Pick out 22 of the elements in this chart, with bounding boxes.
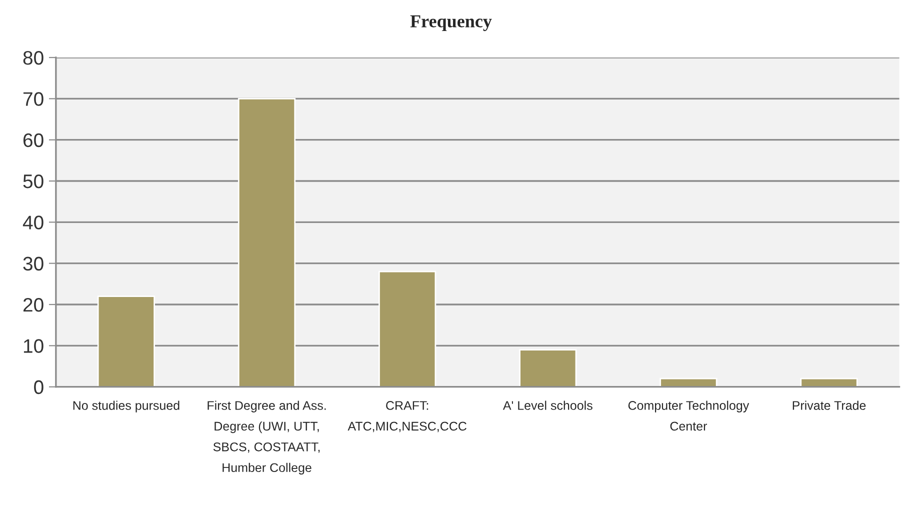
y-tick-label: 20 (23, 298, 44, 312)
y-tick-label: 30 (23, 256, 44, 271)
bar (238, 98, 296, 387)
bar (519, 349, 577, 387)
y-tick-label: 10 (24, 339, 44, 353)
bar (97, 296, 156, 387)
bar (800, 378, 858, 387)
x-tick-label: Private Trade (792, 400, 866, 410)
x-tick-label: No studies pursued (73, 400, 180, 412)
y-tick-label: 0 (34, 380, 44, 394)
x-tick-label: Computer Technology Center (628, 400, 750, 431)
y-tick-label: 60 (23, 133, 44, 148)
x-tick-label: A' Level schools (502, 400, 592, 410)
bar (378, 270, 436, 387)
chart-title: Frequency (410, 15, 492, 32)
y-tick-label: 40 (22, 216, 44, 230)
x-tick-label: CRAFT: ATC,MIC,NESC,CCC (348, 401, 466, 432)
x-tick-label: First Degree and Ass. Degree (UWI, UTT, SBCS, COSTAATT, Humber College (208, 400, 326, 475)
y-tick-label: 50 (23, 174, 44, 188)
y-tick-label: 70 (23, 92, 44, 106)
bar (660, 378, 718, 387)
y-tick-label: 80 (23, 50, 44, 65)
